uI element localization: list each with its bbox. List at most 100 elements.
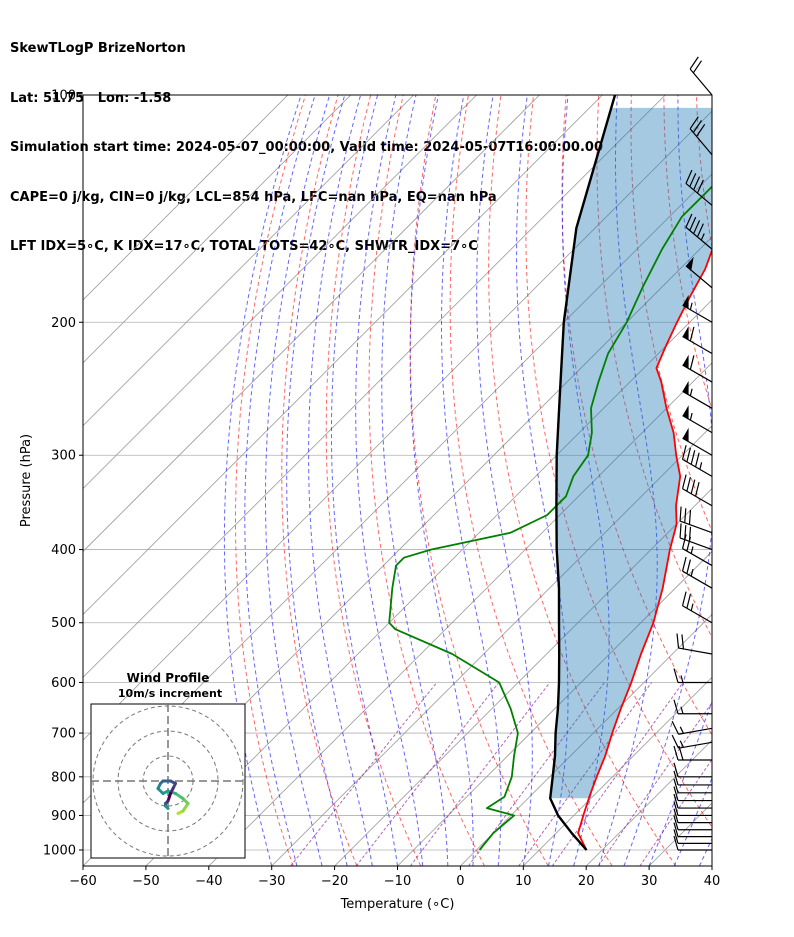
wind-barb-flag	[673, 822, 679, 837]
wind-barb	[673, 699, 712, 715]
wind-barb	[673, 793, 712, 809]
wind-barb	[682, 405, 713, 434]
wind-barb	[679, 523, 713, 551]
wind-barb-flag	[673, 801, 679, 816]
dry-adiabat-line	[368, 95, 485, 866]
wind-barb	[679, 506, 713, 534]
wind-barb-shaft	[682, 336, 713, 355]
wind-barb-pennant	[682, 405, 689, 420]
wind-barb-flag	[689, 173, 697, 187]
moist-adiabat-line	[623, 95, 712, 866]
dry-adiabat-line	[525, 95, 712, 828]
x-tick-label: 40	[704, 874, 721, 889]
mixing-ratio-line	[409, 682, 551, 866]
wind-barb-flag	[693, 176, 701, 191]
wind-barb-flag	[696, 123, 706, 137]
stable-area-shading	[550, 107, 712, 799]
wind-barb-shaft	[682, 548, 713, 567]
wind-barb-flag	[673, 793, 679, 809]
wind-barb-flag	[681, 445, 687, 460]
chart-title: SkewTLogP BrizeNorton	[10, 41, 186, 56]
parcel-path-line	[549, 95, 617, 851]
dry-adiabat-line	[561, 95, 712, 736]
hodograph-trace-segment	[181, 802, 190, 813]
wind-barb-shaft	[682, 605, 713, 624]
y-tick-label: 800	[51, 770, 76, 785]
axes: −60 −50 −40 −30 −20 −10 0 10 20 30 40 100 200 300 400 5…	[19, 89, 720, 913]
wind-barb-shaft	[689, 68, 713, 96]
chart-header: SkewTLogP BrizeNorton Lat: 51.75 Lon: -1…	[10, 8, 603, 289]
x-tick-label: 20	[578, 874, 595, 889]
wind-barb-flag	[673, 668, 679, 683]
hodograph-title: Wind Profile	[127, 671, 210, 685]
wind-barb-shaft	[685, 183, 713, 206]
wind-barb-pennant	[682, 380, 689, 395]
hodograph: Wind Profile 10m/s increment	[90, 671, 246, 859]
wind-barbs	[671, 56, 713, 851]
wind-barb	[681, 445, 713, 477]
wind-barb	[673, 815, 712, 831]
wind-barb-flag	[689, 56, 699, 70]
wind-barb	[685, 213, 713, 250]
wind-barb-flag	[671, 734, 680, 749]
wind-barb-flag	[692, 60, 703, 74]
wind-barb	[681, 556, 713, 589]
wind-barb	[681, 474, 713, 507]
moist-adiabat-line	[648, 699, 712, 866]
dry-adiabat-line	[762, 95, 794, 866]
isotherm-line	[523, 676, 712, 866]
wind-barb-half-flag	[689, 388, 693, 396]
dry-adiabat-line	[449, 95, 613, 866]
wind-barb-flag	[688, 526, 692, 542]
wind-barb-flag	[684, 508, 687, 523]
wind-barb-flag	[696, 223, 704, 238]
wind-barb-flag	[676, 633, 680, 649]
isotherm-line	[83, 110, 712, 741]
moist-adiabat-line	[725, 95, 794, 866]
wind-barb	[673, 829, 712, 844]
moist-adiabat-line	[561, 95, 610, 866]
wind-barb-flag	[686, 593, 692, 609]
wind-barb	[676, 633, 713, 655]
wind-barb	[671, 734, 713, 749]
moist-adiabat-line	[409, 95, 474, 866]
mixing-ratio-line	[355, 682, 500, 866]
dewpoint-line	[388, 185, 712, 851]
wind-barb	[673, 778, 712, 794]
wind-barb-half-flag	[689, 412, 693, 421]
x-tick-label: −20	[321, 874, 348, 889]
wind-barb-half-flag	[700, 233, 705, 241]
isotherm-line	[334, 488, 712, 866]
wind-barb	[673, 762, 712, 778]
isotherm-line	[83, 95, 352, 364]
wind-barb-flag	[673, 829, 679, 844]
wind-barb-flag	[686, 447, 692, 463]
moist-adiabat-line	[223, 95, 302, 866]
wind-barb-pennant	[686, 256, 694, 271]
wind-barb-half-flag	[679, 726, 684, 734]
x-tick-label: −60	[69, 874, 96, 889]
wind-barb-flag	[688, 509, 692, 525]
simulation-time-text: Simulation start time: 2024-05-07_00:00:…	[10, 140, 603, 155]
x-tick-label: 0	[456, 874, 464, 889]
wind-barb-flag	[694, 482, 700, 497]
dry-adiabat-line	[729, 95, 794, 866]
moist-adiabat-line	[244, 95, 316, 866]
moist-adiabat-line	[355, 95, 424, 866]
moist-adiabat-line	[698, 837, 712, 866]
mixing-ratio-line	[639, 758, 712, 866]
wind-barb-flag	[692, 120, 703, 133]
y-tick-label: 200	[51, 316, 76, 331]
wind-barb	[689, 116, 713, 156]
wind-barb-flag	[673, 699, 679, 714]
wind-barb	[671, 720, 713, 735]
mixing-ratio-line	[290, 682, 438, 866]
wind-barb	[673, 668, 712, 684]
y-tick-label: 400	[51, 543, 76, 558]
dry-adiabat-line	[281, 95, 358, 866]
wind-barb-shaft	[682, 437, 713, 456]
x-tick-label: −10	[384, 874, 411, 889]
wind-barb-shaft	[682, 570, 713, 589]
wind-barb-shaft	[682, 488, 713, 507]
